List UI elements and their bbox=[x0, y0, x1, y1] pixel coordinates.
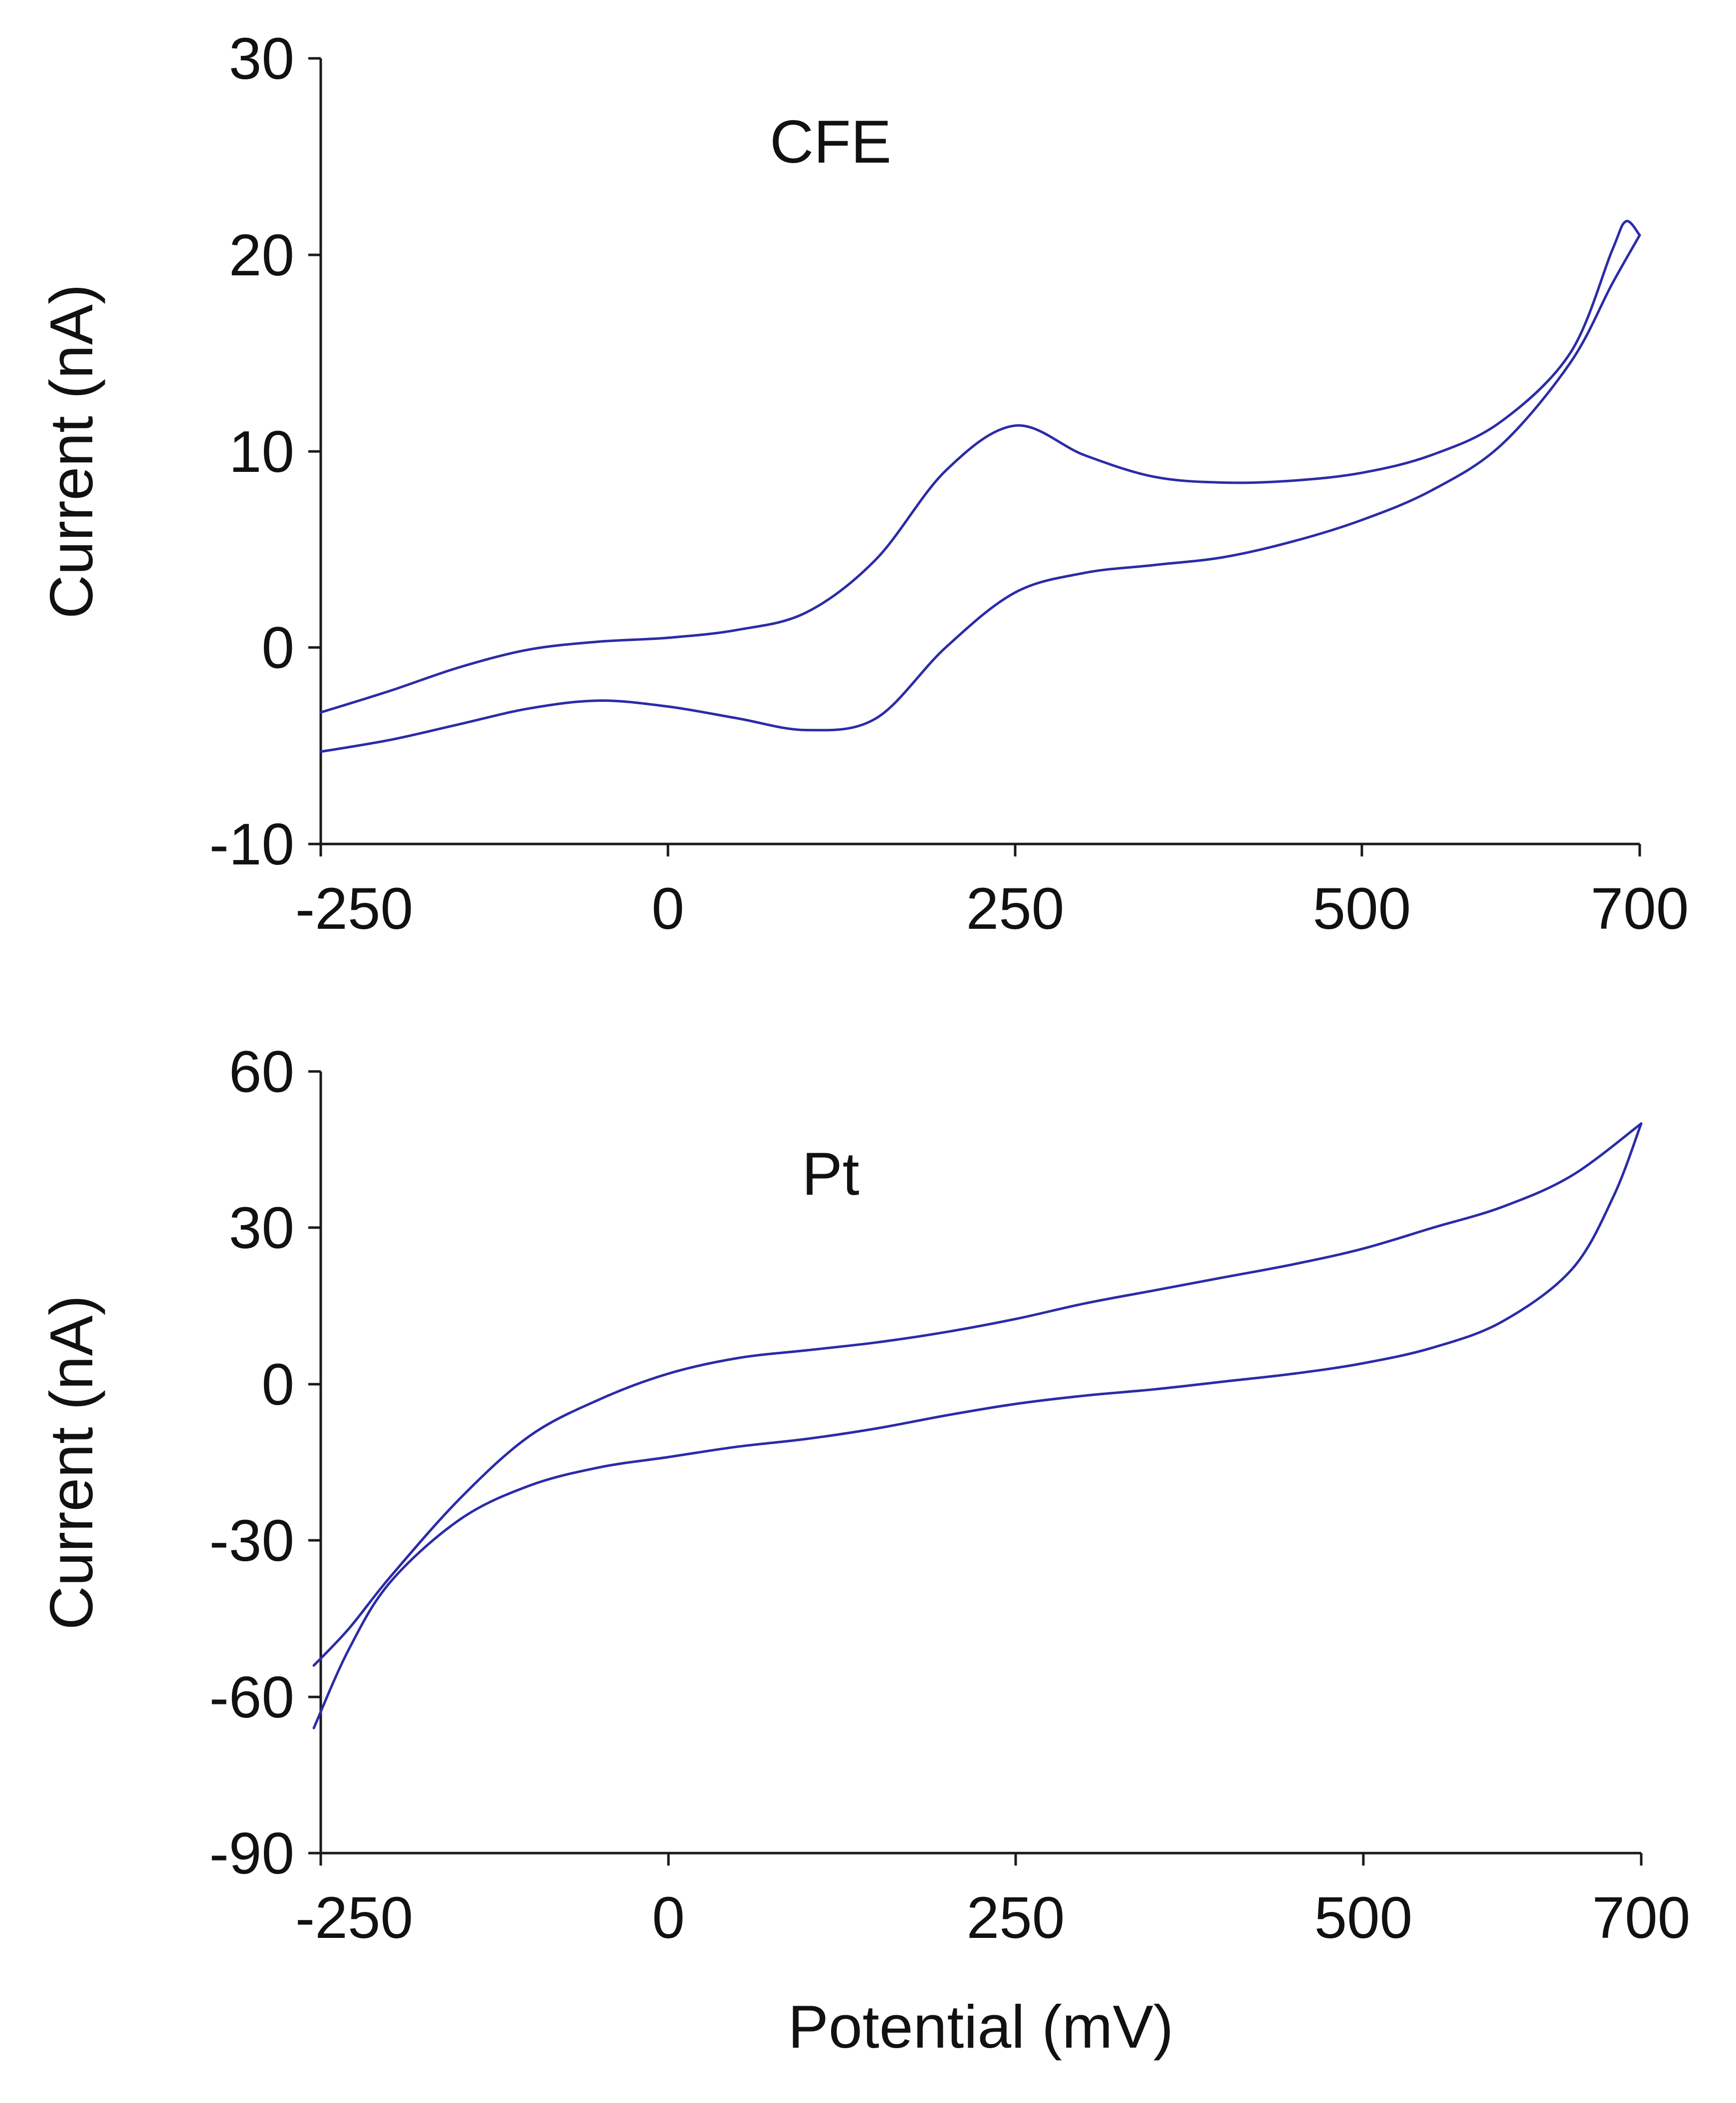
cfe-curves bbox=[319, 219, 1641, 753]
cfe-panel: -10 0 10 20 30 -250 0 250 500 700 Curren… bbox=[37, 26, 1689, 942]
pt-x-tick-label: 700 bbox=[1592, 1885, 1691, 1951]
pt-y-tick-label: -30 bbox=[209, 1508, 294, 1574]
pt-panel: -90 -60 -30 0 30 60 -250 0 250 500 700 C… bbox=[37, 1039, 1690, 2061]
cfe-x-tick-label: 250 bbox=[966, 876, 1065, 942]
cfe-x-tick-label: 500 bbox=[1313, 876, 1411, 942]
pt-x-tick-label: 500 bbox=[1314, 1885, 1413, 1951]
cfe-x-tick-label: -250 bbox=[295, 876, 413, 942]
pt-curves bbox=[312, 1122, 1643, 1729]
pt-y-tick-label: -60 bbox=[209, 1665, 294, 1730]
cfe-reverse-scan-line bbox=[319, 219, 1641, 714]
pt-x-tick-label: 0 bbox=[652, 1885, 685, 1951]
cfe-y-tick-label: -10 bbox=[209, 812, 294, 877]
cfe-y-tick-label: 20 bbox=[229, 222, 294, 288]
pt-y-tick-label: -90 bbox=[209, 1821, 294, 1887]
cfe-panel-label: CFE bbox=[770, 108, 891, 176]
pt-x-axis-title: Potential (mV) bbox=[788, 1993, 1174, 2061]
cfe-forward-scan-line bbox=[319, 233, 1641, 753]
pt-panel-label: Pt bbox=[802, 1140, 859, 1208]
pt-y-tick-label: 0 bbox=[261, 1352, 294, 1418]
pt-y-tick-label: 60 bbox=[229, 1039, 294, 1105]
pt-x-tick-label: -250 bbox=[295, 1885, 413, 1951]
pt-reverse-scan-line bbox=[312, 1122, 1643, 1667]
pt-y-axis-title: Current (nA) bbox=[37, 1295, 105, 1630]
cfe-x-tick-label: 700 bbox=[1591, 876, 1689, 942]
pt-forward-scan-line bbox=[312, 1122, 1643, 1729]
cfe-y-tick-label: 10 bbox=[229, 419, 294, 485]
cfe-y-tick-label: 0 bbox=[261, 615, 294, 681]
cfe-y-axis-title: Current (nA) bbox=[37, 284, 105, 619]
pt-y-tick-label: 30 bbox=[229, 1195, 294, 1261]
cfe-y-tick-label: 30 bbox=[229, 26, 294, 92]
pt-x-tick-label: 250 bbox=[967, 1885, 1065, 1951]
cfe-x-tick-label: 0 bbox=[651, 876, 684, 942]
